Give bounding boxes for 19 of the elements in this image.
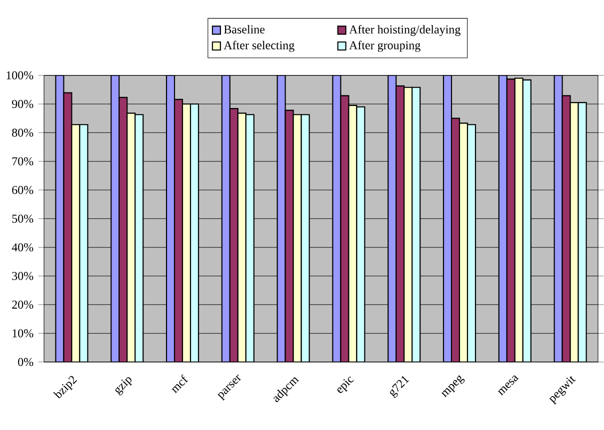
y-tick-label: 90% — [12, 100, 34, 108]
y-tick-label: 20% — [12, 300, 34, 309]
x-tick-label: epic — [337, 376, 354, 393]
x-tick-label: mcf — [172, 374, 188, 394]
y-tick-label: 0% — [18, 358, 34, 366]
y-tick-label: 40% — [12, 243, 34, 252]
x-tick-label: gzip — [115, 377, 132, 396]
legend-label: Baseline — [224, 25, 265, 34]
y-tick-label: 10% — [12, 329, 34, 338]
y-tick-label: 100% — [6, 71, 34, 80]
y-tick-label: 80% — [12, 128, 34, 137]
y-tick-label: 30% — [12, 272, 34, 280]
legend-label: After hoisting/delaying — [349, 24, 460, 36]
x-tick-label: mesa — [498, 376, 519, 396]
y-tick-label: 70% — [12, 157, 34, 166]
y-tick-label: 50% — [12, 214, 34, 223]
legend-label: After selecting — [224, 40, 294, 52]
y-tick-label: 60% — [12, 186, 34, 194]
legend-label: After grouping — [349, 40, 420, 52]
